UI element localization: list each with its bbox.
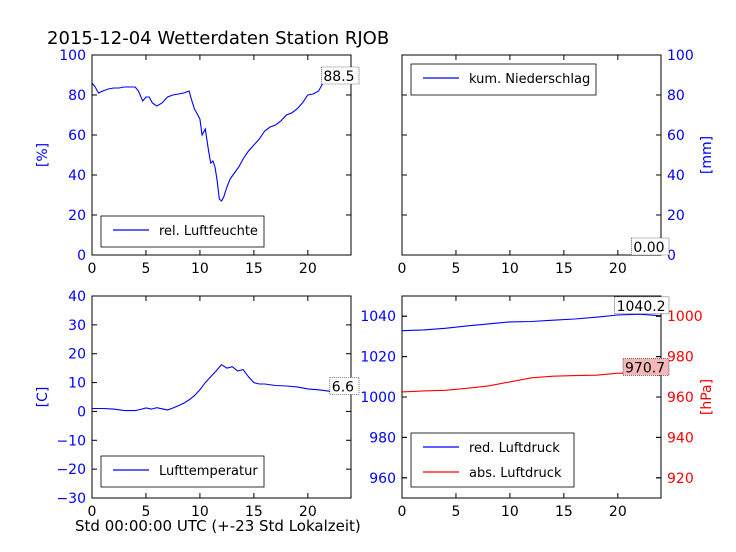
x-tick-label: 5 (141, 504, 150, 520)
legend: kum. Niederschlag (410, 63, 597, 96)
legend-label-1: red. Luftdruck (469, 441, 560, 456)
y-tick-label: −10 (56, 433, 86, 449)
y-tick-label: 960 (369, 471, 396, 487)
legend: rel. Luftfeuchte (100, 215, 265, 248)
plot-frame (401, 54, 662, 256)
x-tick-label: 15 (555, 261, 573, 277)
legend-box (100, 215, 265, 248)
x-tick-label: 15 (245, 504, 263, 520)
y-tick-label: 40 (68, 289, 86, 305)
legend-box (410, 63, 597, 96)
x-tick-label: 15 (555, 504, 573, 520)
x-tick-label: 10 (191, 261, 209, 277)
series-line-1 (401, 313, 662, 332)
y-tick-label: 1020 (360, 350, 396, 366)
y-tick-label: 1000 (360, 390, 396, 406)
value-annotation-box (622, 358, 670, 376)
legend: Lufttemperatur (100, 455, 265, 488)
x-axis-label: Std 00:00:00 UTC (+-23 Std Lokalzeit) (75, 517, 361, 535)
x-tick-label: 0 (88, 504, 97, 520)
legend: red. Luftdruck abs. Luftdruck (410, 432, 575, 488)
y-axis-label: [%] (35, 143, 51, 167)
series-line-1 (92, 363, 352, 412)
y-tick-label: 40 (667, 168, 685, 184)
legend-label-1: kum. Niederschlag (469, 72, 590, 87)
value-annotation-box (321, 66, 360, 85)
value-annotation: 6.6 (332, 379, 354, 395)
y-tick-label: 20 (68, 347, 86, 363)
y-axis-label: [C] (35, 387, 51, 408)
x-tick-label: 5 (451, 261, 460, 277)
y-tick-label: 60 (667, 128, 685, 144)
legend-box (100, 455, 265, 488)
value-annotation-box (631, 237, 670, 256)
y-tick-label: 20 (667, 208, 685, 224)
y-tick-label: 0 (77, 404, 86, 420)
y-tick-label: 920 (667, 471, 694, 487)
x-tick-label: 10 (501, 504, 519, 520)
y-tick-label: 100 (667, 48, 694, 64)
x-tick-label: 20 (609, 504, 627, 520)
y-tick-label: 980 (369, 430, 396, 446)
y-tick-label: 1040 (360, 309, 396, 325)
y-axis-label: [mm] (699, 136, 715, 174)
plot-frame (91, 295, 352, 499)
y-tick-label: −20 (56, 462, 86, 478)
y-tick-label: 40 (68, 168, 86, 184)
value-annotation: 1040.2 (617, 299, 666, 315)
x-tick-label: 0 (398, 504, 407, 520)
x-tick-label: 5 (141, 261, 150, 277)
legend-box (410, 432, 575, 488)
series-line-2 (401, 372, 662, 393)
chart-title: 2015-12-04 Wetterdaten Station RJOB (47, 28, 389, 49)
y-tick-label: 980 (667, 350, 694, 366)
x-tick-label: 15 (245, 261, 263, 277)
value-annotation: 970.7 (625, 360, 665, 376)
value-annotation: 0.00 (633, 240, 664, 256)
y-tick-label: −30 (56, 491, 86, 507)
y-tick-label: 10 (68, 376, 86, 392)
y-tick-label: 60 (68, 128, 86, 144)
y-tick-label: 80 (68, 88, 86, 104)
value-annotation: 88.5 (323, 69, 354, 85)
y-tick-label: 0 (77, 248, 86, 264)
x-tick-label: 20 (609, 261, 627, 277)
panel-rel-luftfeuchte: 0 5 10 15 20 0 20 40 60 80 100 [%] rel. Luftfeuchte 8… (35, 48, 360, 277)
panel-luftdruck: 0 5 10 15 20 960 980 1000 1020 1040 920 940 960 980 10… (360, 295, 715, 520)
x-tick-label: 20 (299, 504, 317, 520)
x-tick-label: 5 (451, 504, 460, 520)
x-tick-label: 0 (88, 261, 97, 277)
series-line-1 (91, 77, 351, 202)
x-tick-label: 20 (299, 261, 317, 277)
y-tick-label: 960 (667, 390, 694, 406)
y-axis-label: [hPa] (699, 379, 715, 415)
legend-label-1: rel. Luftfeuchte (159, 224, 258, 239)
y-tick-label: 80 (667, 88, 685, 104)
panel-lufttemperatur: 0 5 10 15 20 −30 −20 −10 0 10 20 30 40 [C] Lufttempera… (35, 289, 360, 520)
y-tick-label: 1000 (667, 309, 703, 325)
y-tick-label: 940 (667, 430, 694, 446)
value-annotation-box (614, 296, 670, 315)
y-tick-label: 30 (68, 318, 86, 334)
legend-label-2: abs. Luftdruck (469, 466, 562, 481)
legend-label-1: Lufttemperatur (159, 464, 258, 479)
panel-kum-niederschlag: 0 5 10 15 20 0 20 40 60 80 100 [mm] kum. Niederschla… (398, 48, 715, 277)
x-tick-label: 0 (398, 261, 407, 277)
y-tick-label: 100 (59, 48, 86, 64)
y-tick-label: 20 (68, 208, 86, 224)
x-tick-label: 10 (501, 261, 519, 277)
x-tick-label: 10 (191, 504, 209, 520)
plot-frame (91, 54, 352, 256)
y-tick-label: 0 (667, 248, 676, 264)
value-annotation-box (329, 377, 360, 395)
